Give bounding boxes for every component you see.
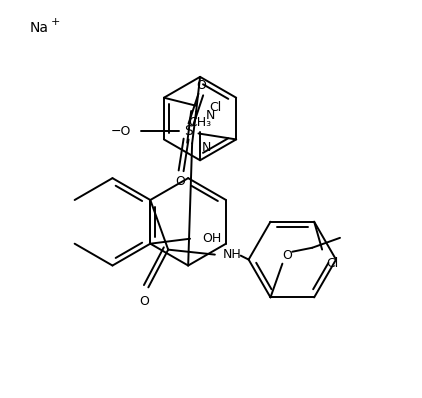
Text: +: + (51, 17, 60, 27)
Text: Cl: Cl (210, 101, 222, 114)
Text: Na: Na (29, 21, 48, 35)
Text: O: O (139, 295, 149, 308)
Text: O: O (282, 249, 292, 262)
Text: −O: −O (111, 125, 131, 138)
Text: S: S (184, 125, 193, 139)
Text: OH: OH (202, 232, 221, 245)
Text: CH₃: CH₃ (189, 116, 212, 129)
Text: O: O (197, 79, 206, 92)
Text: N: N (201, 141, 211, 154)
Text: NH: NH (223, 248, 241, 261)
Text: Cl: Cl (326, 257, 338, 270)
Text: N: N (206, 109, 215, 122)
Text: O: O (176, 175, 186, 187)
